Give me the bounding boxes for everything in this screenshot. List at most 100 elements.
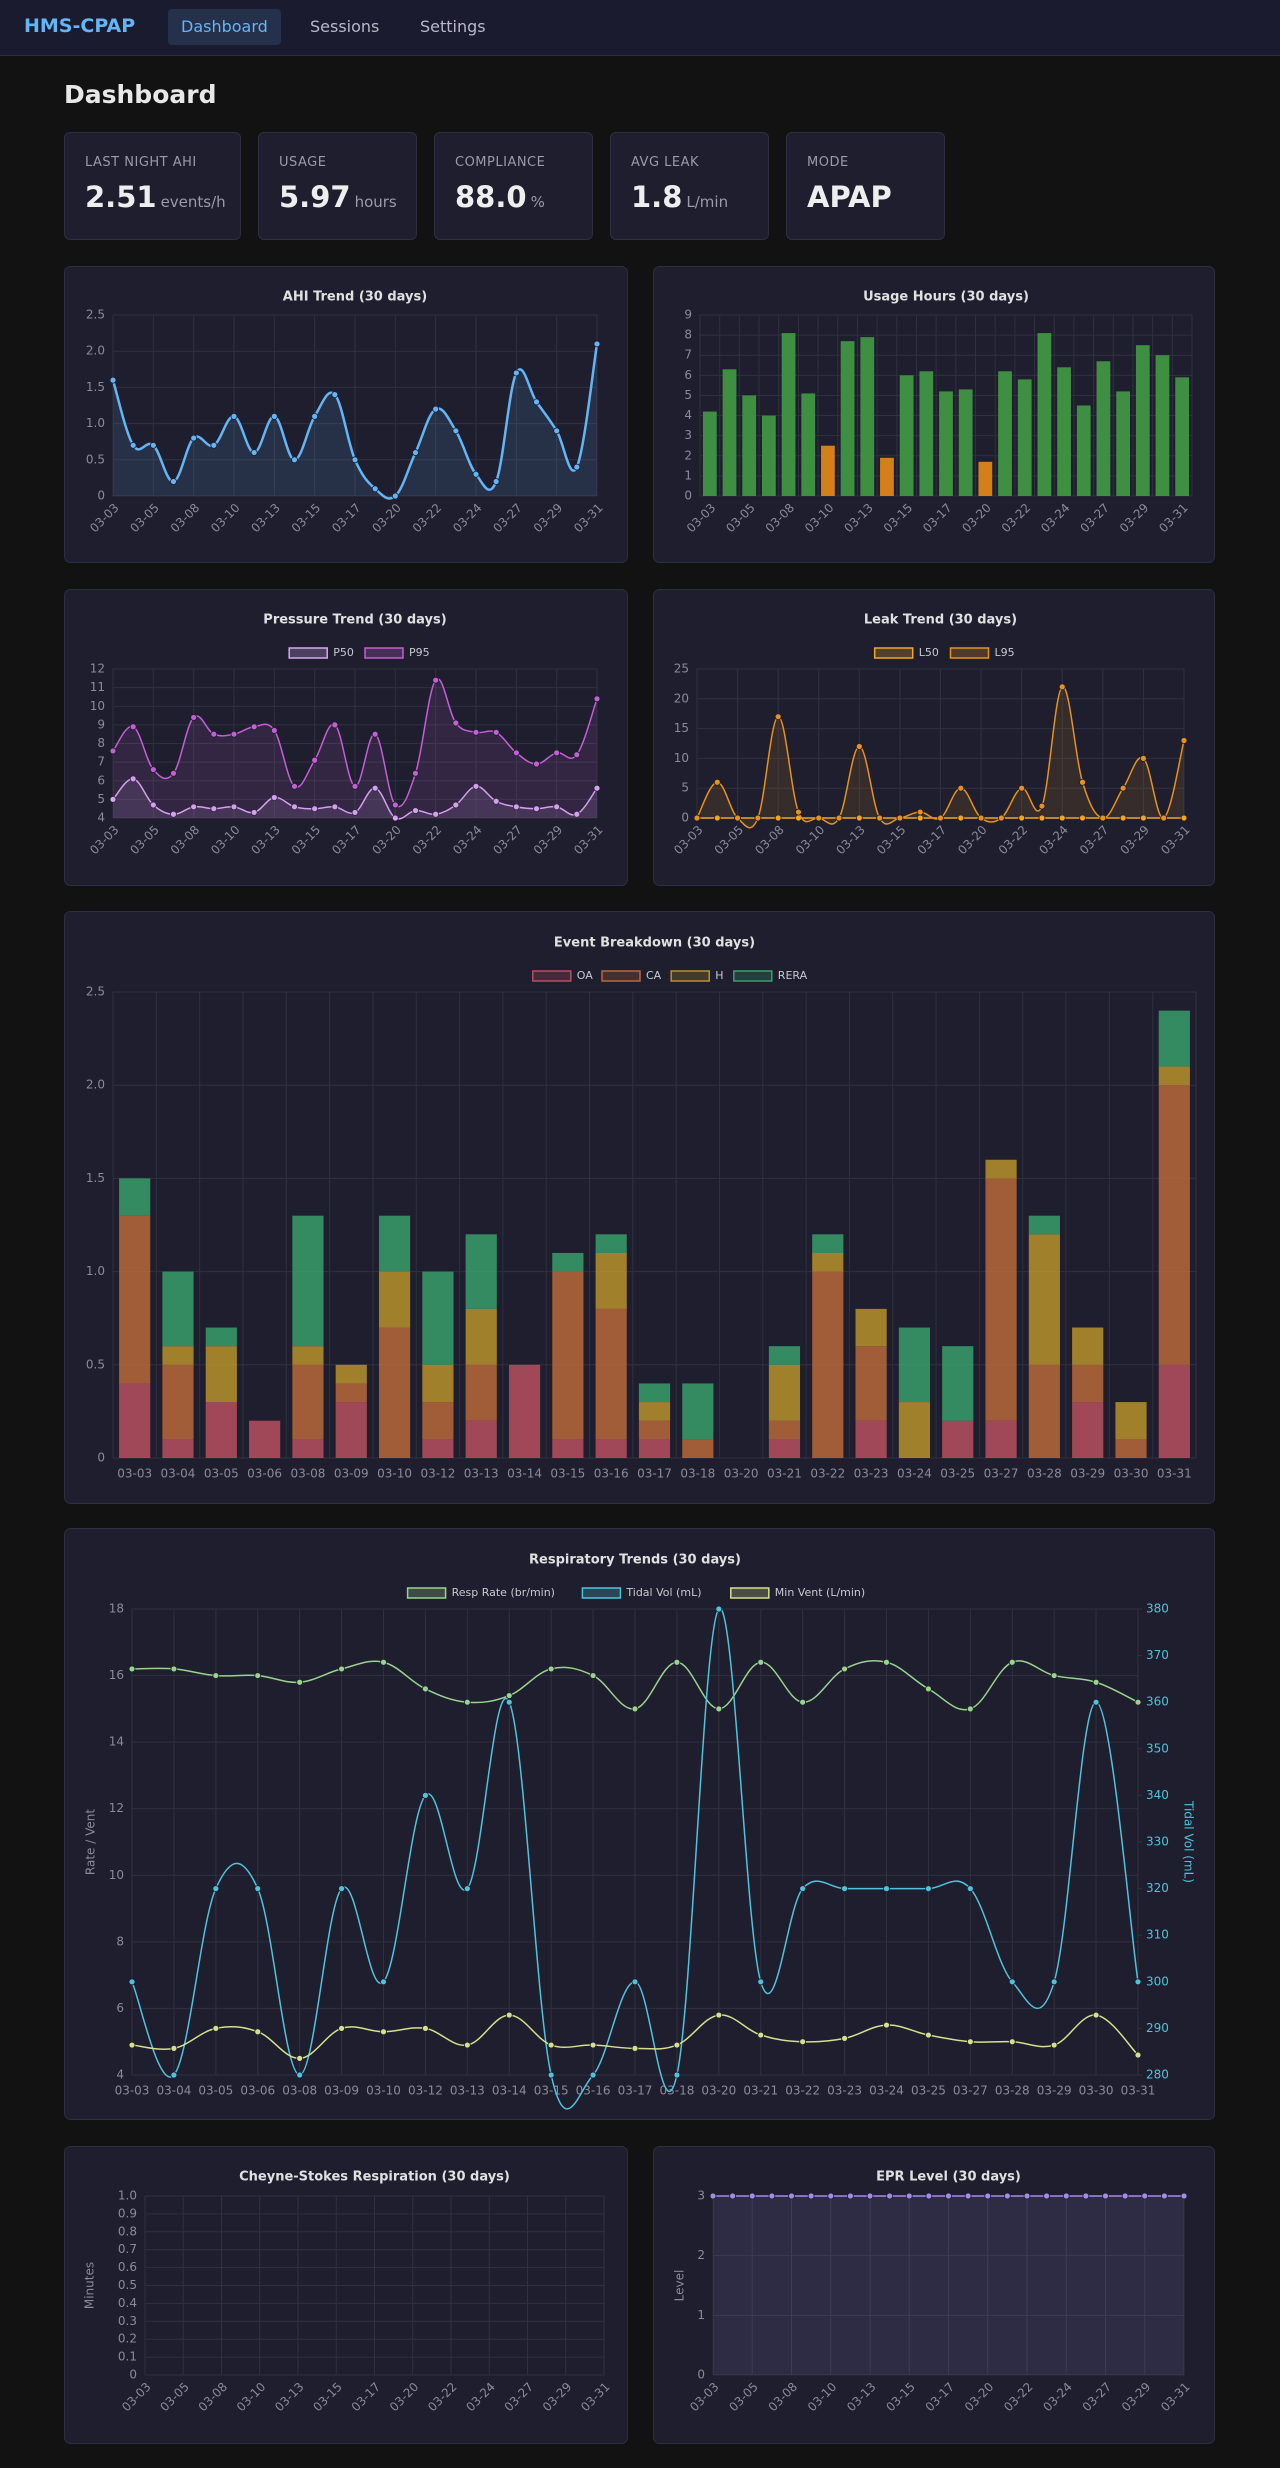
line-point <box>547 2041 555 2049</box>
y-tick-label: 0.8 <box>118 2224 137 2238</box>
bar <box>552 1271 584 1440</box>
bar <box>898 1402 931 1458</box>
y2-tick-label: 280 <box>1146 2068 1169 2082</box>
legend-swatch <box>364 647 404 659</box>
y-axis-title: Minutes <box>83 2262 97 2309</box>
bar <box>638 1439 671 1458</box>
nav-link[interactable]: Sessions <box>310 17 380 36</box>
y-tick-label: 6 <box>684 368 692 382</box>
brand[interactable]: HMS-CPAP <box>24 15 136 37</box>
nav-link[interactable]: Dashboard <box>168 9 281 45</box>
line-area <box>113 678 597 818</box>
x-tick-label: 03-25 <box>911 2084 946 2098</box>
legend-swatch <box>730 1587 770 1599</box>
bar <box>942 1346 974 1421</box>
bar <box>1155 355 1170 496</box>
bar <box>292 1439 324 1458</box>
bar <box>1072 1402 1104 1458</box>
bar <box>335 1383 367 1403</box>
x-tick-label: 03-08 <box>291 1467 326 1481</box>
x-tick-label: 03-27 <box>984 1467 1019 1481</box>
line-point <box>505 1692 513 1699</box>
bar <box>1158 1364 1190 1458</box>
line-point <box>1043 2192 1051 2200</box>
bar <box>1072 1327 1104 1365</box>
line-point <box>505 2011 513 2019</box>
card-value: 88.0% <box>455 180 572 214</box>
card-value: APAP <box>807 180 924 214</box>
bar <box>722 369 737 496</box>
line-point <box>841 2034 848 2042</box>
line-point <box>1092 1698 1100 1706</box>
y-tick-label: 20 <box>674 691 689 705</box>
y-tick-label: 6 <box>97 773 105 787</box>
line-point <box>452 719 460 727</box>
line-point <box>1062 2192 1070 2200</box>
y2-tick-label: 320 <box>1146 1881 1169 1895</box>
line-point <box>412 449 419 456</box>
x-tick-label: 03-20 <box>724 1467 759 1481</box>
y-tick-label: 12 <box>90 662 105 676</box>
line-point <box>338 1665 345 1673</box>
line-point <box>472 470 480 478</box>
bar <box>378 1215 411 1272</box>
legend-swatch <box>873 647 914 659</box>
line-point <box>553 749 561 757</box>
bar <box>595 1308 627 1440</box>
line-point <box>129 441 137 449</box>
line-point <box>212 2025 220 2032</box>
line-point <box>472 728 480 736</box>
line-point <box>254 1672 262 1679</box>
stat-card: USAGE 5.97 hours <box>258 132 417 240</box>
y-tick-label: 15 <box>674 721 689 735</box>
legend-swatch <box>670 970 710 982</box>
y-tick-label: 1.5 <box>86 1171 105 1185</box>
line-point <box>964 2192 972 2200</box>
line-point <box>331 803 339 811</box>
line-point <box>533 760 540 768</box>
bar <box>552 1439 584 1458</box>
line-point <box>925 1685 932 1693</box>
stat-card: LAST NIGHT AHI 2.51 events/h <box>64 132 241 240</box>
line-point <box>729 2192 737 2200</box>
chart-panel <box>64 1528 1215 2120</box>
line-point <box>291 803 298 811</box>
line-point <box>815 814 823 822</box>
y-tick-label: 1.0 <box>118 2189 137 2203</box>
line-point <box>190 714 198 721</box>
bar <box>761 415 776 496</box>
y-tick-label: 2.5 <box>86 308 105 322</box>
line-point <box>512 803 520 811</box>
bar <box>958 389 973 496</box>
chart-title: EPR Level (30 days) <box>876 2170 1021 2185</box>
legend-label: Resp Rate (br/min) <box>452 1586 555 1599</box>
y-tick-label: 0 <box>697 2368 705 2382</box>
line-point <box>1038 814 1046 822</box>
bar <box>812 1271 844 1458</box>
card-label: AVG LEAK <box>631 155 700 170</box>
line-point <box>270 794 278 801</box>
x-tick-label: 03-12 <box>420 1467 455 1481</box>
x-tick-label: 03-15 <box>550 1467 585 1481</box>
legend-swatch <box>532 970 572 982</box>
line-point <box>391 801 399 809</box>
x-tick-label: 03-10 <box>366 2084 401 2098</box>
line-point <box>338 2025 345 2032</box>
line-point <box>774 814 782 822</box>
bar <box>855 1420 887 1458</box>
line-point <box>841 1885 848 1892</box>
bar <box>378 1271 411 1328</box>
y-tick-label: 0.6 <box>118 2260 137 2274</box>
x-tick-label: 03-18 <box>680 1467 715 1481</box>
line-point <box>715 2011 723 2019</box>
bar <box>985 1159 1017 1179</box>
line-point <box>1140 755 1147 762</box>
y-tick-label: 0 <box>129 2368 137 2382</box>
x-tick-label: 03-22 <box>785 2084 820 2098</box>
nav-link[interactable]: Settings <box>420 17 486 36</box>
bar <box>335 1402 367 1458</box>
line <box>131 1608 1139 2110</box>
bar <box>1115 1439 1147 1458</box>
line-point <box>1050 1978 1058 1986</box>
bar <box>1028 1364 1060 1458</box>
